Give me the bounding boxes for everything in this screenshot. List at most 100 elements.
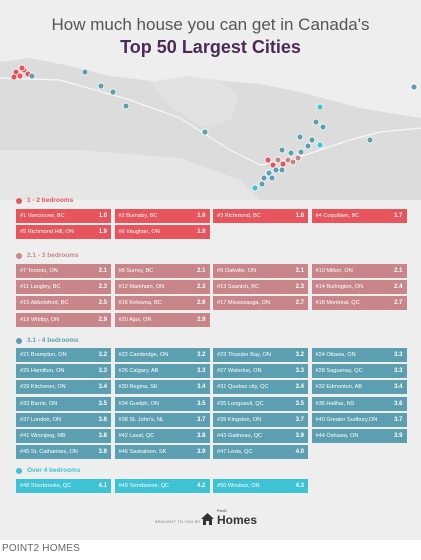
city-cell: #3 Richmond, BC 1.6 — [213, 209, 308, 223]
city-name: #39 Kingston, ON — [217, 416, 262, 423]
city-dot — [122, 102, 130, 110]
city-bedroom-value: 3.2 — [197, 352, 206, 358]
city-cell: #47 Levis, QC 4.0 — [213, 445, 308, 460]
city-name: #20 Ajax, ON — [118, 316, 152, 323]
city-bedroom-value: 3.3 — [394, 368, 403, 375]
city-name: #13 Saanich, BC — [217, 284, 259, 291]
city-cell: #7 Toronto, ON 2.1 — [16, 264, 111, 278]
city-bedroom-value: 3.2 — [98, 352, 107, 358]
city-name: #40 Greater Sudbury,ON — [315, 416, 378, 423]
city-dot — [294, 154, 302, 162]
canada-map — [0, 58, 421, 200]
city-name: #31 Quebec city, QC — [217, 384, 269, 391]
city-cell: #38 St. John's, NL 3.7 — [114, 412, 210, 427]
city-bedroom-value: 2.1 — [98, 268, 107, 274]
city-bedroom-value: 3.4 — [98, 384, 107, 391]
city-cell: #24 Ottawa, ON 3.3 — [311, 348, 407, 362]
hudson-bay-region — [150, 76, 238, 128]
city-dot — [296, 133, 304, 141]
city-cell: #6 Vaughan, ON 1.9 — [114, 225, 210, 240]
city-dot — [97, 82, 105, 90]
city-bedroom-value: 2.7 — [295, 300, 304, 307]
city-dot — [319, 123, 327, 131]
city-dot — [268, 174, 276, 182]
city-bedroom-value: 3.9 — [394, 433, 403, 439]
city-name: #32 Edmonton, AB — [315, 384, 363, 391]
city-cell: #25 Hamilton, ON 3.3 — [16, 364, 111, 379]
city-name: #19 Whitby, ON — [20, 316, 60, 323]
city-cell: #45 St. Catharines, ON 3.9 — [16, 445, 111, 460]
city-name: #46 Saskatoon, SK — [118, 449, 167, 456]
city-cell: #23 Thunder Bay, ON 3.2 — [213, 348, 308, 362]
city-cell: #26 Calgary, AB 3.3 — [114, 364, 210, 379]
title-line-1: How much house you can get in Canada's — [51, 15, 370, 34]
city-bedroom-value: 1.9 — [197, 229, 206, 236]
city-name: #36 Halifax, NS — [315, 400, 355, 407]
category-label: 2.1 - 3 bedrooms — [27, 252, 79, 259]
city-cell: #14 Burlington, ON 2.4 — [311, 280, 407, 295]
city-cell: #46 Saskatoon, SK 3.9 — [114, 445, 210, 460]
city-cell: #8 Surrey, BC 2.1 — [114, 264, 210, 278]
city-bedroom-value: 2.5 — [98, 300, 107, 307]
city-name: #26 Calgary, AB — [118, 368, 159, 375]
city-bedroom-value: 2.1 — [394, 268, 403, 274]
city-dot — [279, 160, 287, 168]
city-cell: #4 Coquitlam, BC 1.7 — [311, 209, 407, 223]
category-header-4: Over 4 bedrooms — [16, 466, 80, 476]
city-name: #18 Montreal, QC — [315, 300, 360, 307]
city-bedroom-value: 2.7 — [394, 300, 403, 307]
city-cell: #31 Quebec city, QC 3.4 — [213, 380, 308, 395]
city-cell: #9 Oakville, ON 2.1 — [213, 264, 308, 278]
point2-homes-logo: Point2 Homes — [200, 509, 257, 526]
city-dot — [366, 136, 374, 144]
city-bedroom-value: 2.9 — [197, 316, 206, 323]
city-dot — [272, 166, 280, 174]
city-name: #9 Oakville, ON — [217, 268, 257, 274]
category-label: 1 - 2 bedrooms — [27, 197, 74, 204]
city-name: #22 Cambridge, ON — [118, 352, 169, 358]
city-dot — [312, 118, 320, 126]
category-dot — [16, 468, 22, 474]
city-name: #6 Vaughan, ON — [118, 229, 160, 236]
city-name: #50 Windsor, ON — [217, 483, 260, 489]
image-caption: POINT2 HOMES — [2, 543, 80, 554]
us-landmass — [0, 150, 260, 200]
city-dot — [274, 156, 282, 164]
city-name: #30 Regina, SK — [118, 384, 158, 391]
city-name: #1 Vancouver, BC — [20, 213, 65, 219]
city-bedroom-value: 3.8 — [98, 433, 107, 439]
city-cell: #34 Guelph, ON 3.5 — [114, 396, 210, 411]
city-name: #37 London, ON — [20, 416, 62, 423]
city-bedroom-value: 1.6 — [295, 213, 304, 219]
city-dot — [316, 141, 324, 149]
city-bedroom-value: 3.3 — [197, 368, 206, 375]
city-name: #24 Ottawa, ON — [315, 352, 356, 358]
city-dot — [10, 73, 18, 81]
city-bedroom-value: 3.7 — [394, 416, 403, 423]
city-cell: #39 Kingston, ON 3.7 — [213, 412, 308, 427]
city-bedroom-value: 2.1 — [295, 268, 304, 274]
city-cell: #17 Mississauga, ON 2.7 — [213, 296, 308, 311]
city-name: #17 Mississauga, ON — [217, 300, 271, 307]
city-name: #45 St. Catharines, ON — [20, 449, 78, 456]
city-cell: #37 London, ON 3.6 — [16, 412, 111, 427]
city-bedroom-value: 2.6 — [197, 300, 206, 307]
city-bedroom-value: 3.6 — [98, 416, 107, 423]
city-cell: #43 Gatineau, QC 3.9 — [213, 429, 308, 443]
category-header-1: 1 - 2 bedrooms — [16, 196, 73, 206]
city-name: #29 Kitchener, ON — [20, 384, 66, 391]
city-dot — [251, 184, 259, 192]
city-dot — [264, 156, 272, 164]
city-bedroom-value: 3.9 — [197, 449, 206, 456]
city-bedroom-value: 2.3 — [98, 284, 107, 291]
city-bedroom-value: 1.6 — [197, 213, 206, 219]
city-bedroom-value: 4.1 — [98, 483, 107, 489]
city-name: #44 Oshawa, ON — [315, 433, 359, 439]
city-cell: #40 Greater Sudbury,ON 3.7 — [311, 412, 407, 427]
city-bedroom-value: 4.2 — [197, 483, 206, 489]
city-dots — [10, 64, 418, 192]
city-dot — [304, 142, 312, 150]
city-dot — [16, 72, 24, 80]
category-dot — [16, 198, 22, 204]
city-dot — [287, 149, 295, 157]
